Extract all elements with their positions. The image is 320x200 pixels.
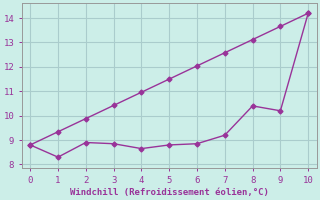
X-axis label: Windchill (Refroidissement éolien,°C): Windchill (Refroidissement éolien,°C) xyxy=(70,188,268,197)
